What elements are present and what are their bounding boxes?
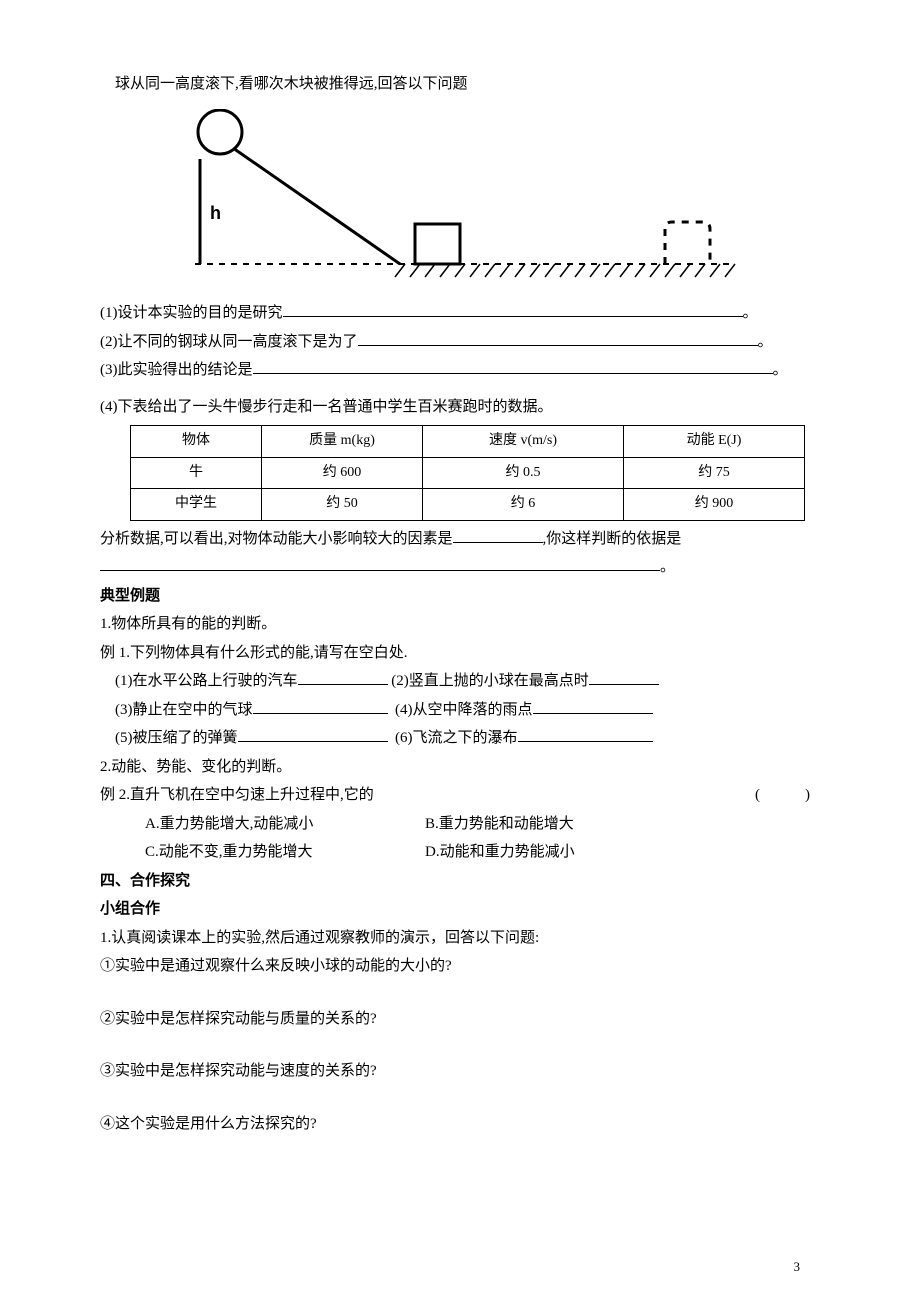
example-1-stem: 例 1.下列物体具有什么形式的能,请写在空白处. bbox=[100, 639, 820, 668]
cell-student-mass: 约 50 bbox=[262, 489, 423, 521]
th-mass: 质量 m(kg) bbox=[262, 426, 423, 458]
question-4-basis-blank: 。 bbox=[100, 553, 820, 582]
cell-cow-mass: 约 600 bbox=[262, 457, 423, 489]
example-2-stem-line: 例 2.直升飞机在空中匀速上升过程中,它的 ( ) bbox=[100, 781, 820, 810]
th-velocity: 速度 v(m/s) bbox=[423, 426, 624, 458]
group-work-title: 小组合作 bbox=[100, 895, 820, 924]
ex1-item-1: (1)在水平公路上行驶的汽车 bbox=[115, 673, 298, 689]
q3-text: (3)此实验得出的结论是 bbox=[100, 362, 253, 378]
q1-text: (1)设计本实验的目的是研究 bbox=[100, 305, 283, 321]
th-object: 物体 bbox=[131, 426, 262, 458]
ball-icon bbox=[198, 110, 242, 154]
example-2-title: 2.动能、势能、变化的判断。 bbox=[100, 753, 820, 782]
block-solid bbox=[415, 224, 460, 264]
cell-cow-vel: 约 0.5 bbox=[423, 457, 624, 489]
table-row: 中学生 约 50 约 6 约 900 bbox=[131, 489, 805, 521]
example-2-stem: 例 2.直升飞机在空中匀速上升过程中,它的 bbox=[100, 787, 374, 803]
section-examples-title: 典型例题 bbox=[100, 582, 820, 611]
option-c: C.动能不变,重力势能增大 bbox=[145, 838, 425, 867]
table-row: 牛 约 600 约 0.5 约 75 bbox=[131, 457, 805, 489]
ex1-item-6: (6)飞流之下的瀑布 bbox=[395, 730, 518, 746]
ex1-row-2: (3)静止在空中的气球 (4)从空中降落的雨点 bbox=[100, 696, 820, 725]
question-4-intro: (4)下表给出了一头牛慢步行走和一名普通中学生百米赛跑时的数据。 bbox=[100, 393, 820, 422]
question-3: (3)此实验得出的结论是 。 bbox=[100, 356, 820, 385]
q4-blank-b bbox=[100, 555, 660, 571]
page-number: 3 bbox=[794, 1255, 801, 1280]
option-d: D.动能和重力势能减小 bbox=[425, 838, 575, 867]
q3-blank bbox=[253, 358, 773, 374]
ex1-item-2: (2)竖直上抛的小球在最高点时 bbox=[391, 673, 589, 689]
q2-blank bbox=[358, 330, 758, 346]
ex1-blank-5 bbox=[238, 726, 388, 742]
example-2-paren: ( ) bbox=[755, 781, 820, 810]
ex1-item-3: (3)静止在空中的气球 bbox=[115, 702, 253, 718]
cell-student-ke: 约 900 bbox=[624, 489, 805, 521]
cell-cow-name: 牛 bbox=[131, 457, 262, 489]
q4-period: 。 bbox=[660, 559, 675, 575]
group-q4: ④这个实验是用什么方法探究的? bbox=[100, 1110, 820, 1139]
ex1-item-5: (5)被压缩了的弹簧 bbox=[115, 730, 238, 746]
hatch-marks bbox=[395, 264, 735, 277]
ex1-blank-6 bbox=[518, 726, 653, 742]
q4-text-a: 分析数据,可以看出,对物体动能大小影响较大的因素是 bbox=[100, 531, 453, 547]
th-energy: 动能 E(J) bbox=[624, 426, 805, 458]
example-1-title: 1.物体所具有的能的判断。 bbox=[100, 610, 820, 639]
cell-cow-ke: 约 75 bbox=[624, 457, 805, 489]
q2-period: 。 bbox=[758, 334, 773, 350]
ex1-row-3: (5)被压缩了的弹簧 (6)飞流之下的瀑布 bbox=[100, 724, 820, 753]
ex1-blank-2 bbox=[589, 669, 659, 685]
q3-period: 。 bbox=[773, 362, 788, 378]
ex1-blank-4 bbox=[533, 698, 653, 714]
height-label: h bbox=[210, 203, 221, 223]
group-stem: 1.认真阅读课本上的实验,然后通过观察教师的演示，回答以下问题: bbox=[100, 924, 820, 953]
q4-blank-a bbox=[453, 527, 543, 543]
group-q3: ③实验中是怎样探究动能与速度的关系的? bbox=[100, 1057, 820, 1086]
q4-text-b: ,你这样判断的依据是 bbox=[543, 531, 682, 547]
section-4-title: 四、合作探究 bbox=[100, 867, 820, 896]
data-table: 物体 质量 m(kg) 速度 v(m/s) 动能 E(J) 牛 约 600 约 … bbox=[130, 425, 805, 521]
ex1-blank-3 bbox=[253, 698, 388, 714]
ramp-line bbox=[220, 139, 400, 264]
option-b: B.重力势能和动能增大 bbox=[425, 810, 574, 839]
ex1-blank-1 bbox=[298, 669, 388, 685]
cell-student-name: 中学生 bbox=[131, 489, 262, 521]
experiment-diagram: h bbox=[100, 99, 820, 300]
q2-text: (2)让不同的钢球从同一高度滚下是为了 bbox=[100, 334, 358, 350]
q1-period: 。 bbox=[743, 305, 758, 321]
question-4-analysis: 分析数据,可以看出,对物体动能大小影响较大的因素是 ,你这样判断的依据是 bbox=[100, 525, 820, 554]
group-q1: ①实验中是通过观察什么来反映小球的动能的大小的? bbox=[100, 952, 820, 981]
group-q2: ②实验中是怎样探究动能与质量的关系的? bbox=[100, 1005, 820, 1034]
example-2-options: A.重力势能增大,动能减小 B.重力势能和动能增大 C.动能不变,重力势能增大 … bbox=[100, 810, 820, 867]
intro-text: 球从同一高度滚下,看哪次木块被推得远,回答以下问题 bbox=[100, 70, 820, 99]
option-a: A.重力势能增大,动能减小 bbox=[145, 810, 425, 839]
cell-student-vel: 约 6 bbox=[423, 489, 624, 521]
ex1-row-1: (1)在水平公路上行驶的汽车 (2)竖直上抛的小球在最高点时 bbox=[100, 667, 820, 696]
ex1-item-4: (4)从空中降落的雨点 bbox=[395, 702, 533, 718]
table-header-row: 物体 质量 m(kg) 速度 v(m/s) 动能 E(J) bbox=[131, 426, 805, 458]
block-dashed bbox=[665, 222, 710, 264]
question-1: (1)设计本实验的目的是研究 。 bbox=[100, 299, 820, 328]
page-container: 球从同一高度滚下,看哪次木块被推得远,回答以下问题 h bbox=[0, 0, 920, 1300]
q1-blank bbox=[283, 301, 743, 317]
question-2: (2)让不同的钢球从同一高度滚下是为了 。 bbox=[100, 328, 820, 357]
